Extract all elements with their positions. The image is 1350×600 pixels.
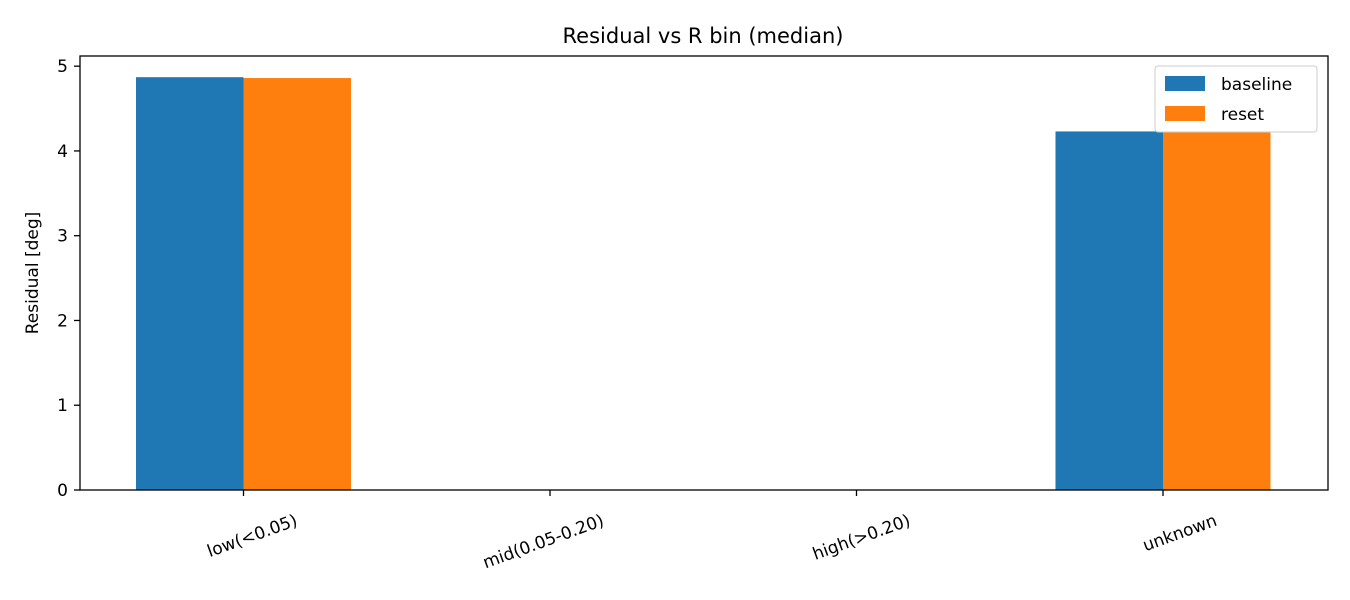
legend-label-baseline: baseline — [1221, 75, 1292, 95]
y-tick-label: 2 — [57, 311, 68, 331]
legend: baseline reset — [1154, 65, 1318, 133]
legend-swatch-baseline — [1165, 76, 1205, 91]
legend-swatch-reset — [1165, 106, 1205, 121]
y-axis-label: Residual [deg] — [23, 212, 43, 335]
chart-title: Residual vs R bin (median) — [563, 24, 844, 48]
legend-label-reset: reset — [1221, 105, 1264, 125]
x-tick-label-low-0-05: low(<0.05) — [205, 511, 301, 562]
bars — [136, 77, 1271, 490]
y-tick-label: 4 — [57, 142, 68, 162]
bar-baseline-low-0-05 — [136, 77, 244, 490]
y-tick-label: 1 — [57, 396, 68, 416]
y-axis: 0 1 2 3 4 5 — [57, 57, 80, 501]
bar-baseline-unknown — [1055, 131, 1163, 490]
x-axis: low(<0.05) mid(0.05-0.20) high(>0.20) unkno… — [205, 490, 1220, 573]
y-tick-label: 5 — [57, 57, 68, 77]
y-tick-label: 3 — [57, 227, 68, 247]
bar-reset-low-0-05 — [243, 78, 351, 490]
x-tick-label-high-0-20: high(>0.20) — [810, 511, 913, 565]
plot-frame — [79, 55, 1329, 491]
x-tick-label-unknown: unknown — [1140, 511, 1219, 556]
y-tick-label: 0 — [57, 481, 68, 501]
bar-reset-unknown — [1163, 131, 1271, 490]
x-tick-label-mid-0-05-0-20: mid(0.05-0.20) — [480, 511, 606, 573]
